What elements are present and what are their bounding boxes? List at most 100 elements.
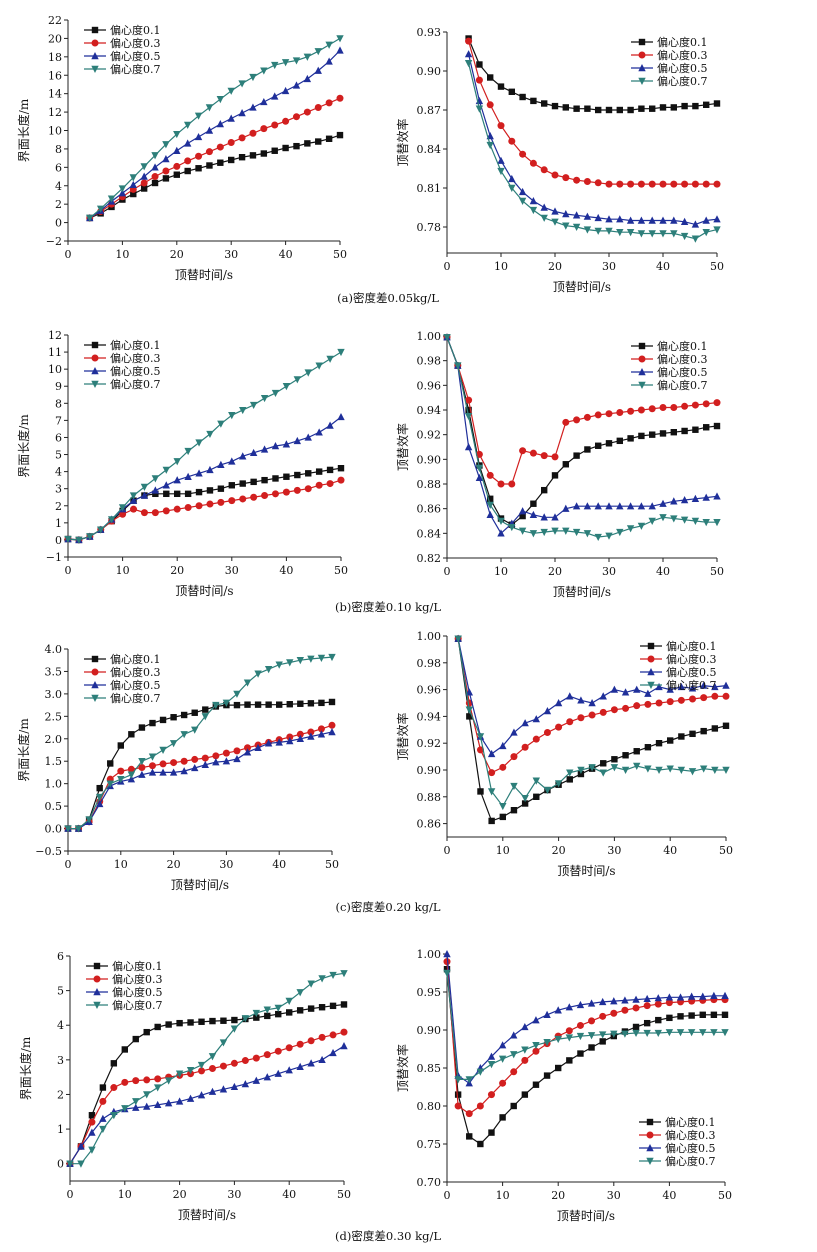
series-line xyxy=(67,467,342,541)
data-point xyxy=(195,488,203,496)
data-point xyxy=(282,144,289,152)
data-point xyxy=(191,726,199,734)
legend-marker xyxy=(91,668,99,676)
data-point xyxy=(562,174,570,182)
data-point xyxy=(588,764,596,772)
y-axis-label: 顶替效率 xyxy=(395,423,410,471)
data-point xyxy=(253,1014,260,1021)
data-point xyxy=(336,35,344,43)
data-point xyxy=(670,429,677,436)
data-point xyxy=(665,1029,674,1037)
data-point xyxy=(326,355,334,363)
data-point xyxy=(254,670,262,678)
data-point xyxy=(325,135,333,142)
data-point xyxy=(626,216,635,224)
data-point xyxy=(670,404,678,412)
data-point xyxy=(271,61,279,70)
data-point xyxy=(486,471,494,479)
data-point xyxy=(271,389,280,398)
legend-marker xyxy=(647,642,655,650)
data-point xyxy=(677,766,686,774)
y-tick-label: 2 xyxy=(55,198,62,211)
data-point xyxy=(195,165,202,172)
data-point xyxy=(599,1012,607,1020)
y-tick-label: 0.92 xyxy=(417,429,442,442)
data-point xyxy=(243,679,252,687)
series-4 xyxy=(464,60,721,243)
data-point xyxy=(66,1160,74,1168)
y-axis-label: 顶替效率 xyxy=(395,118,410,166)
data-point xyxy=(466,1133,473,1140)
data-point xyxy=(616,215,624,223)
data-point xyxy=(250,493,258,501)
data-point xyxy=(713,399,721,407)
data-point xyxy=(572,211,581,219)
data-point xyxy=(644,689,652,697)
data-point xyxy=(275,661,283,669)
data-point xyxy=(519,150,527,158)
data-point xyxy=(180,711,188,719)
chart-6: 0 10 20 30 40 50 0.86 0.88 0.90 0.92 0.94 0.96 0.98 1… xyxy=(395,630,733,878)
data-point xyxy=(208,1053,217,1061)
data-point xyxy=(573,416,581,424)
data-point xyxy=(107,195,116,203)
x-tick-label: 20 xyxy=(167,858,181,871)
data-point xyxy=(315,428,323,436)
data-point xyxy=(477,788,484,795)
y-tick-label: 0.90 xyxy=(417,764,442,777)
data-point xyxy=(722,766,730,774)
data-point xyxy=(577,696,585,704)
data-point xyxy=(566,769,574,777)
data-point xyxy=(132,1077,140,1085)
data-point xyxy=(96,205,105,213)
data-point xyxy=(274,1069,282,1077)
data-point xyxy=(205,148,213,156)
legend-marker xyxy=(638,38,646,46)
data-point xyxy=(627,106,634,114)
data-point xyxy=(77,1142,85,1150)
data-point xyxy=(233,690,241,698)
data-point xyxy=(605,440,613,447)
data-point xyxy=(99,1125,107,1134)
legend-marker xyxy=(638,381,646,389)
data-point xyxy=(488,1129,495,1136)
legend-marker xyxy=(91,354,99,362)
x-tick-label: 40 xyxy=(272,858,286,871)
data-point xyxy=(562,210,570,218)
series-2 xyxy=(443,958,729,1118)
data-point xyxy=(443,958,451,966)
data-point xyxy=(605,532,613,540)
data-point xyxy=(296,1062,304,1070)
legend-marker xyxy=(91,681,99,689)
data-point xyxy=(659,430,667,437)
data-point xyxy=(233,701,241,709)
series-4 xyxy=(66,970,348,1168)
data-point xyxy=(227,138,235,146)
data-point xyxy=(264,666,273,674)
legend-label: 偏心度0.3 xyxy=(657,48,708,62)
legend-label: 偏心度0.3 xyxy=(665,1128,716,1142)
y-tick-label: 0.90 xyxy=(417,1024,442,1037)
data-point xyxy=(244,701,251,708)
data-point xyxy=(644,744,652,751)
data-point xyxy=(217,159,224,166)
data-point xyxy=(175,1097,184,1105)
x-tick-label: 10 xyxy=(494,260,508,273)
data-point xyxy=(206,430,214,439)
data-point xyxy=(337,348,345,357)
data-point xyxy=(519,447,527,455)
series-1 xyxy=(86,131,344,222)
data-point xyxy=(721,1011,729,1018)
data-point xyxy=(475,464,484,472)
data-point xyxy=(599,1038,606,1045)
data-point xyxy=(127,765,135,773)
data-point xyxy=(475,105,484,113)
legend-marker xyxy=(91,52,99,60)
data-point xyxy=(498,1041,507,1049)
data-point xyxy=(666,698,674,706)
series-3 xyxy=(64,412,345,544)
y-tick-label: 10 xyxy=(48,363,62,376)
data-point xyxy=(654,1029,662,1038)
series-line xyxy=(446,961,725,1115)
